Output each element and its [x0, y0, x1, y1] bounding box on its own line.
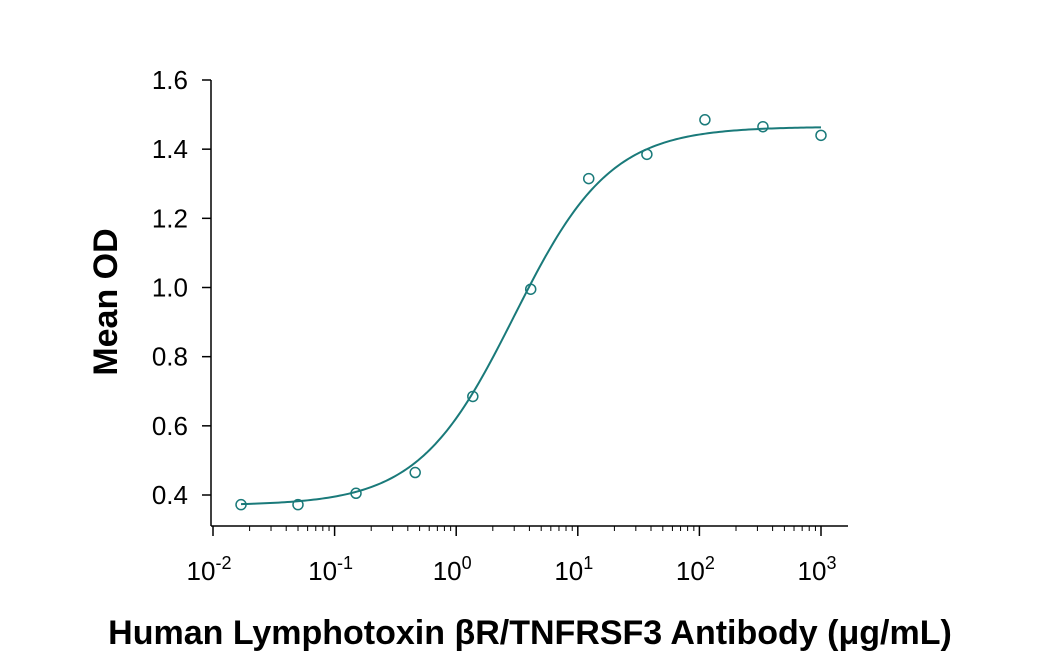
x-tick-exponent: 1 — [583, 553, 593, 573]
data-point — [582, 172, 595, 185]
x-tick-label: 101 — [554, 553, 593, 586]
x-tick-base: 10 — [676, 556, 705, 586]
y-tick-label: 1.2 — [152, 203, 188, 233]
data-point — [815, 129, 827, 142]
x-tick-exponent: -1 — [337, 553, 353, 573]
axes — [210, 80, 848, 527]
x-tick-exponent: -2 — [215, 553, 231, 573]
y-tick-label: 0.8 — [152, 342, 188, 372]
x-tick-label: 100 — [433, 553, 472, 586]
x-tick-label: 10-2 — [187, 553, 232, 586]
data-point — [757, 120, 769, 133]
data-point — [350, 487, 362, 500]
x-tick-exponent: 3 — [826, 553, 836, 573]
x-tick-exponent: 0 — [462, 553, 472, 573]
data-point — [699, 114, 711, 126]
x-tick-label: 102 — [676, 553, 715, 586]
data-point — [409, 466, 421, 479]
x-tick-base: 10 — [798, 556, 827, 586]
x-tick-label: 103 — [798, 553, 837, 586]
data-point — [467, 390, 479, 403]
x-tick-exponent: 2 — [705, 553, 715, 573]
data-point — [235, 498, 247, 511]
x-tick-base: 10 — [187, 556, 216, 586]
data-point — [641, 148, 653, 161]
x-tick-base: 10 — [554, 556, 583, 586]
data-points — [235, 114, 827, 511]
x-tick-label: 10-1 — [308, 553, 353, 586]
data-point — [292, 498, 304, 511]
y-tick-label: 1.6 — [152, 65, 188, 95]
y-ticks: 0.4 0.6 0.8 1.0 1.2 1.4 1.6 — [152, 65, 211, 510]
x-ticks: 10-2 10-1 100 101 102 103 — [187, 526, 837, 586]
x-axis-title: Human Lymphotoxin βR/TNFRSF3 Antibody (μ… — [108, 614, 952, 652]
y-axis-title: Mean OD — [87, 228, 125, 375]
y-tick-label: 0.6 — [152, 411, 188, 441]
y-tick-label: 1.4 — [152, 134, 188, 164]
data-point — [524, 283, 537, 295]
y-tick-label: 0.4 — [152, 480, 188, 510]
x-tick-base: 10 — [433, 556, 462, 586]
x-tick-base: 10 — [308, 556, 337, 586]
y-tick-label: 1.0 — [152, 273, 188, 303]
fit-curve — [240, 126, 822, 506]
